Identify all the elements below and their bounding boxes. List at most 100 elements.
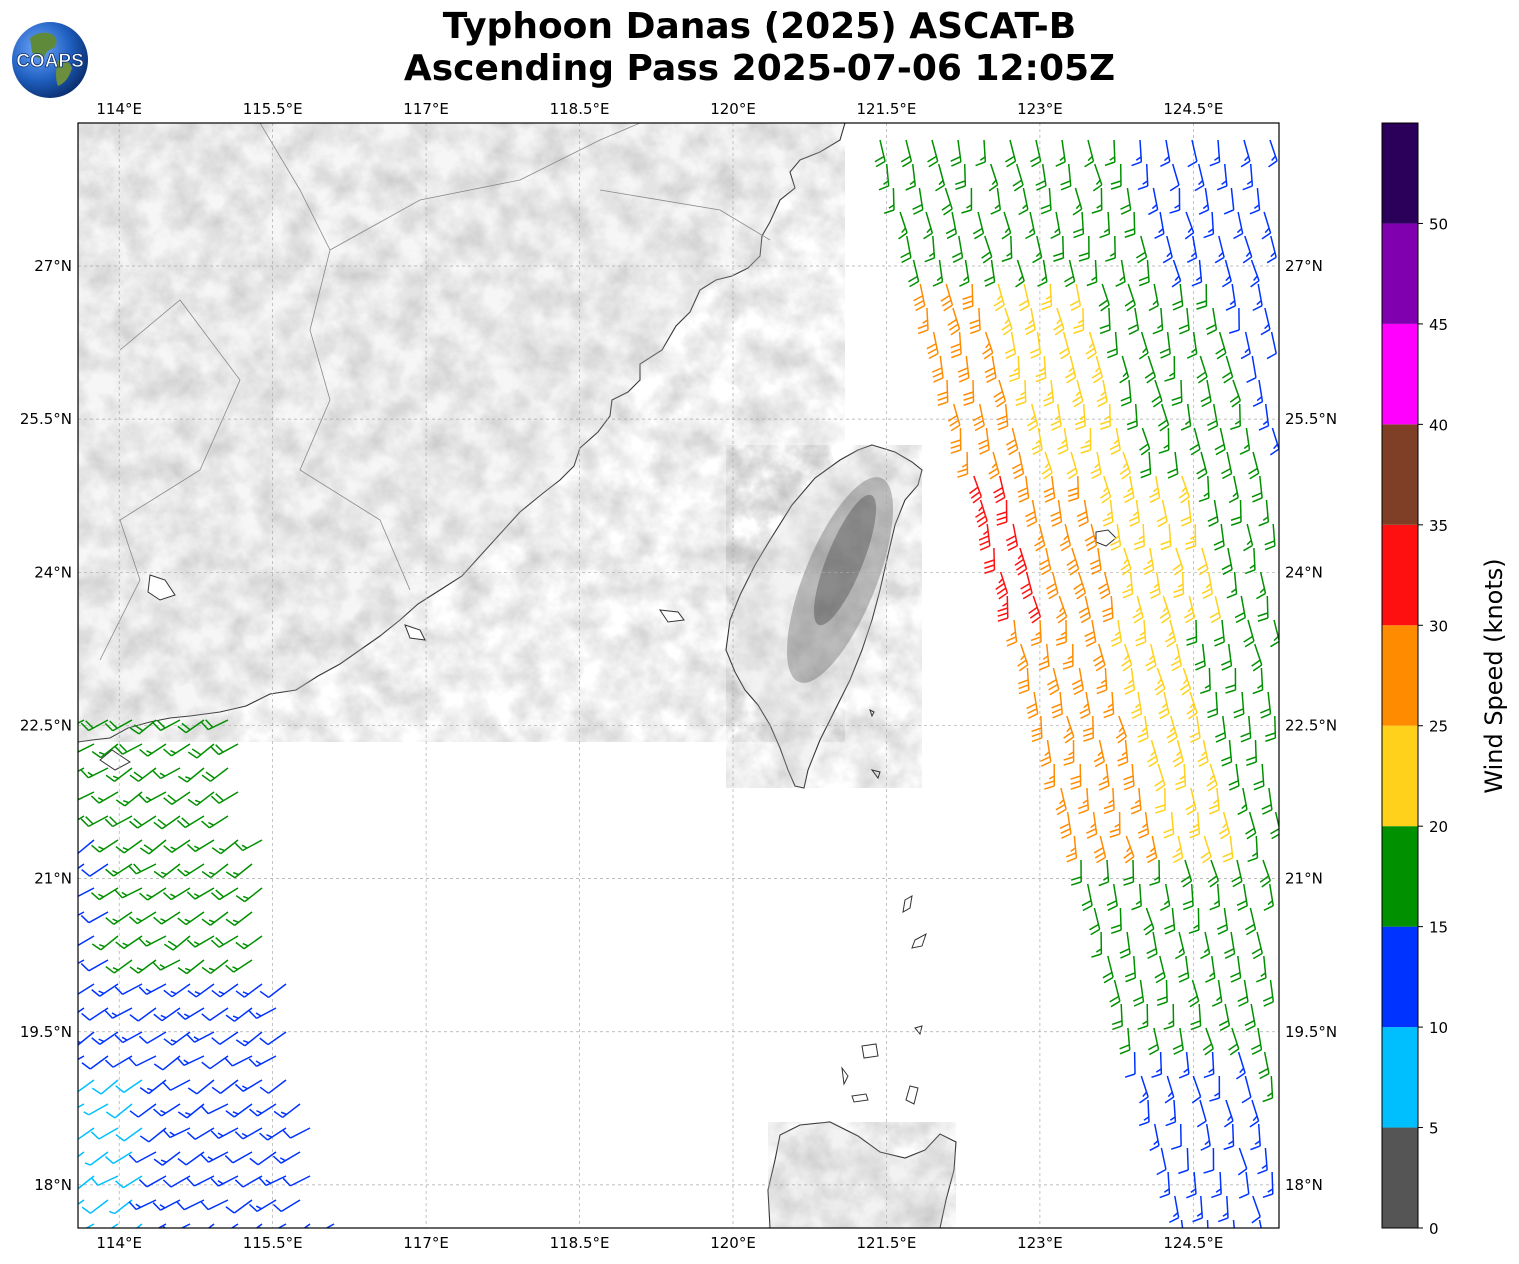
wind-barb — [1194, 643, 1206, 671]
wind-barb — [1057, 427, 1069, 455]
wind-barb — [1140, 451, 1152, 479]
wind-barb — [959, 259, 970, 287]
wind-barb — [1104, 139, 1116, 167]
wind-barb — [104, 1055, 133, 1068]
wind-barb — [1149, 1123, 1160, 1152]
wind-barb — [225, 1007, 253, 1022]
wind-barb — [177, 911, 205, 926]
wind-barb — [1006, 619, 1018, 647]
wind-barb — [177, 1151, 205, 1166]
wind-barb — [1209, 139, 1221, 167]
wind-barb — [1259, 859, 1271, 888]
wind-barb — [78, 1199, 85, 1206]
wind-barb — [993, 283, 1005, 312]
wind-barb — [1060, 163, 1072, 191]
wind-barb — [935, 163, 946, 192]
wind-barb — [1039, 547, 1052, 576]
wind-barb — [1147, 739, 1159, 768]
wind-barb — [1092, 643, 1106, 672]
wind-barb — [1149, 859, 1161, 886]
wind-barb — [1124, 283, 1136, 312]
wind-barb — [249, 1103, 277, 1117]
wind-barb — [1106, 883, 1118, 911]
wind-barb — [1138, 331, 1149, 360]
wind-barb — [1145, 643, 1157, 672]
wind-barb — [225, 1199, 253, 1214]
wind-barb — [210, 887, 239, 901]
wind-barb — [1156, 1147, 1167, 1176]
wind-barb — [152, 1199, 181, 1211]
wind-barb — [1208, 787, 1220, 815]
wind-barb — [1270, 811, 1279, 840]
wind-barb — [1065, 355, 1077, 384]
wind-barb — [139, 839, 167, 855]
wind-barb — [1030, 139, 1042, 168]
wind-barb — [1096, 667, 1108, 695]
wind-barb — [1040, 739, 1052, 767]
wind-barb — [1032, 235, 1043, 264]
wind-barb — [210, 743, 239, 756]
wind-barb — [78, 815, 85, 821]
wind-barb — [1099, 475, 1112, 504]
wind-barb — [1123, 667, 1136, 695]
wind-barb — [1203, 1051, 1215, 1079]
wind-barb — [1237, 1147, 1248, 1176]
wind-barb — [258, 1175, 287, 1187]
wind-barb — [1123, 859, 1135, 886]
wind-barb — [961, 187, 973, 214]
wind-barb — [1143, 907, 1155, 936]
wind-barb — [1066, 451, 1078, 480]
wind-barb — [1046, 667, 1060, 696]
wind-barb — [162, 1127, 191, 1139]
figure-title: Typhoon Danas (2025) ASCAT-B Ascending P… — [0, 6, 1519, 90]
wind-barb — [1158, 427, 1170, 454]
wind-barb — [201, 1007, 229, 1021]
wind-barb — [1030, 619, 1042, 647]
wind-barb — [211, 1031, 239, 1045]
wind-barb — [1215, 331, 1227, 360]
wind-barb — [900, 139, 913, 168]
lon-tick-label-bottom: 121.5°E — [856, 1234, 916, 1252]
wind-barb — [1038, 643, 1050, 671]
wind-barb — [1198, 187, 1210, 215]
wind-barb — [926, 331, 939, 360]
wind-barb — [225, 1103, 253, 1118]
wind-barb — [235, 887, 263, 903]
wind-barb — [1258, 1219, 1262, 1228]
wind-barb — [1015, 259, 1025, 288]
wind-barb — [1164, 1075, 1175, 1104]
wind-barb — [1012, 163, 1024, 192]
wind-barb — [1159, 1171, 1171, 1199]
wind-barb — [1127, 307, 1140, 335]
wind-barb — [1189, 715, 1201, 743]
wind-barb — [1200, 1123, 1211, 1151]
wind-barb — [1229, 379, 1242, 408]
colorbar-tick-label: 10 — [1429, 1019, 1448, 1037]
wind-barb — [924, 235, 936, 263]
wind-barb — [1185, 787, 1197, 816]
wind-barb — [1139, 1075, 1149, 1104]
wind-barb — [1119, 451, 1131, 480]
wind-barb — [927, 139, 939, 168]
wind-barb — [1218, 1003, 1231, 1032]
land-taiwan — [725, 444, 1117, 789]
wind-barb — [177, 767, 205, 783]
wind-barb — [1200, 835, 1212, 864]
wind-barb — [153, 863, 181, 879]
wind-barb — [1119, 355, 1130, 384]
wind-barb — [1216, 907, 1229, 935]
wind-barb — [91, 935, 119, 951]
wind-barb — [1269, 427, 1279, 456]
wind-barb — [1014, 547, 1028, 576]
wind-barb — [1268, 139, 1278, 168]
wind-barb — [1026, 691, 1039, 719]
wind-barb — [1025, 211, 1036, 240]
wind-barb — [1239, 427, 1251, 455]
wind-barb — [1110, 619, 1123, 647]
wind-barb — [1133, 523, 1145, 551]
wind-barb — [1214, 235, 1225, 264]
colorbar-tick-label: 35 — [1429, 517, 1448, 535]
wind-barb — [129, 1103, 157, 1118]
wind-barb — [162, 887, 191, 901]
wind-barb — [950, 427, 962, 454]
